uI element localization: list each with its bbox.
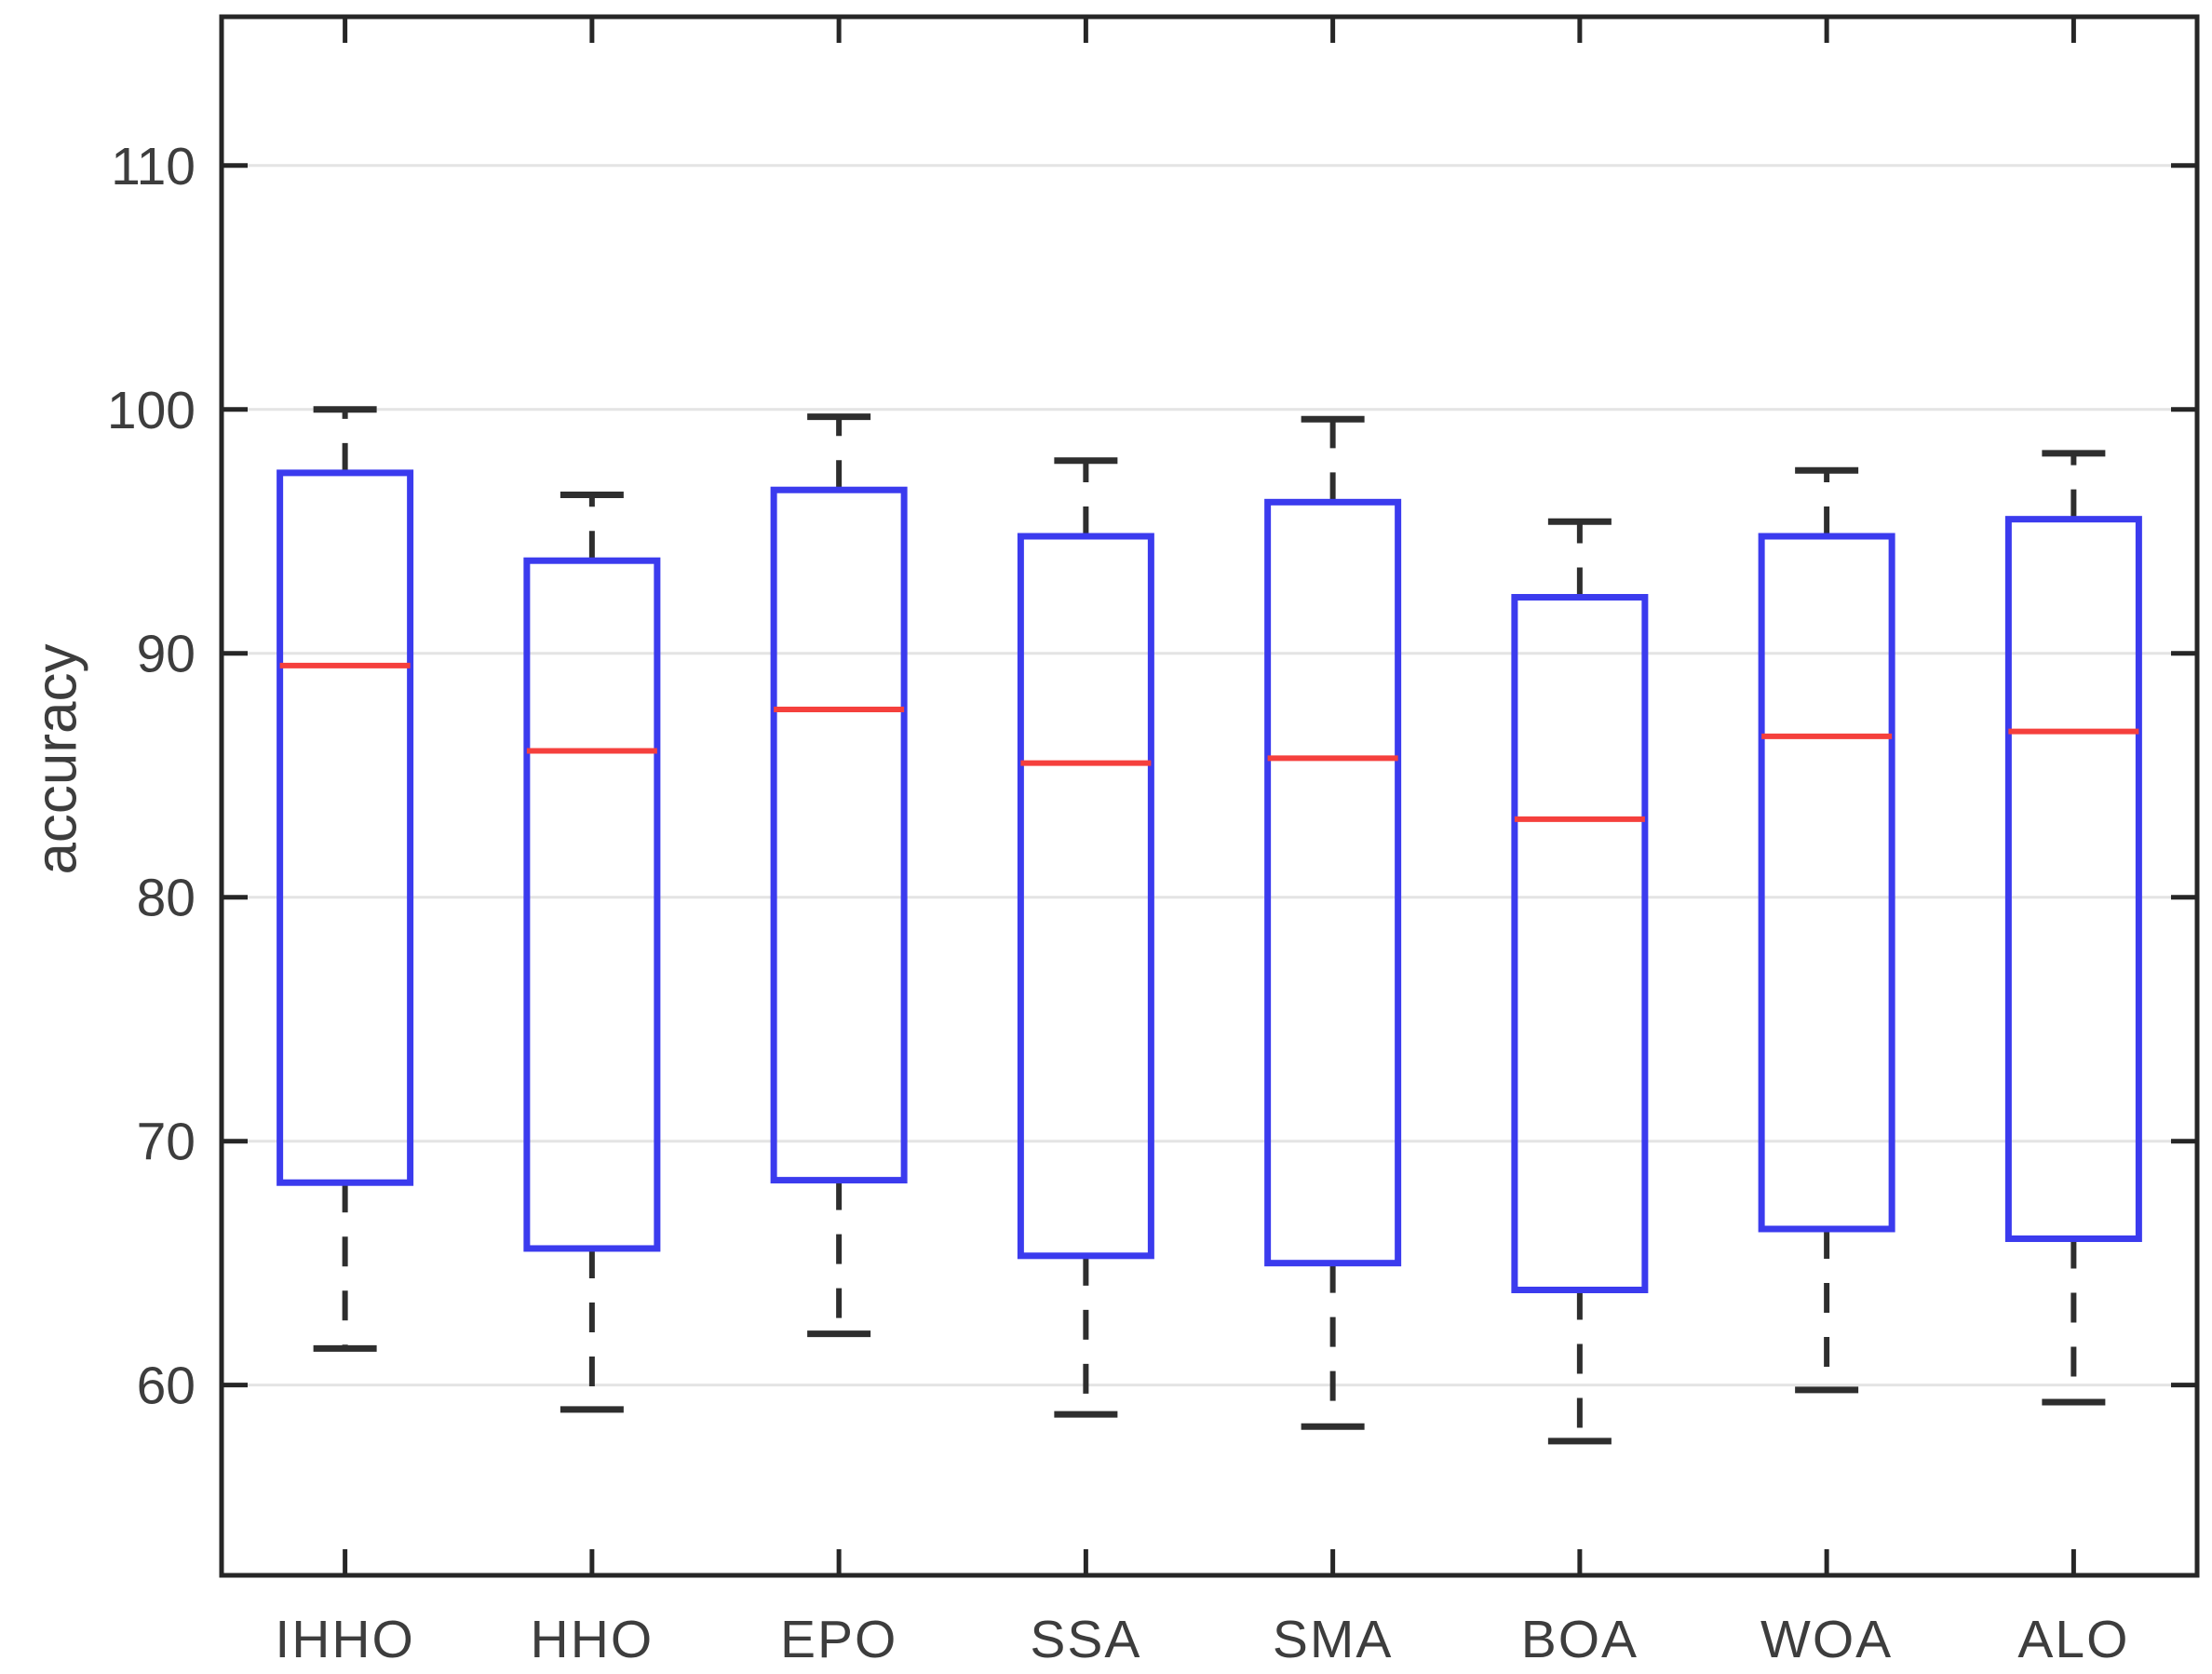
x-tick-label: SSA	[1030, 1610, 1141, 1669]
x-tick-label: EPO	[780, 1610, 897, 1669]
y-tick-label: 100	[107, 381, 196, 440]
x-tick-label: WOA	[1760, 1610, 1893, 1669]
x-tick-label: SMA	[1273, 1610, 1394, 1669]
y-tick-label: 90	[137, 625, 196, 684]
y-tick-label: 60	[137, 1357, 196, 1416]
box-rect-EPO	[770, 486, 908, 1184]
box-rect-BOA	[1511, 593, 1649, 1293]
box-rect-WOA	[1758, 533, 1895, 1233]
y-tick-label: 110	[111, 137, 196, 196]
box-rect-HHO	[523, 557, 661, 1252]
box-rect-ALO	[2004, 516, 2142, 1242]
x-tick-label: ALO	[2017, 1610, 2129, 1669]
box-rect-SSA	[1017, 533, 1154, 1260]
box-rect-SMA	[1264, 498, 1402, 1267]
plot-border	[219, 14, 2200, 1578]
x-tick-label: BOA	[1521, 1610, 1639, 1669]
x-tick-label: IHHO	[275, 1610, 415, 1669]
x-tick-label: HHO	[531, 1610, 654, 1669]
box-rect-IHHO	[276, 469, 414, 1186]
y-tick-label: 70	[137, 1113, 196, 1172]
y-tick-label: 80	[137, 869, 196, 928]
